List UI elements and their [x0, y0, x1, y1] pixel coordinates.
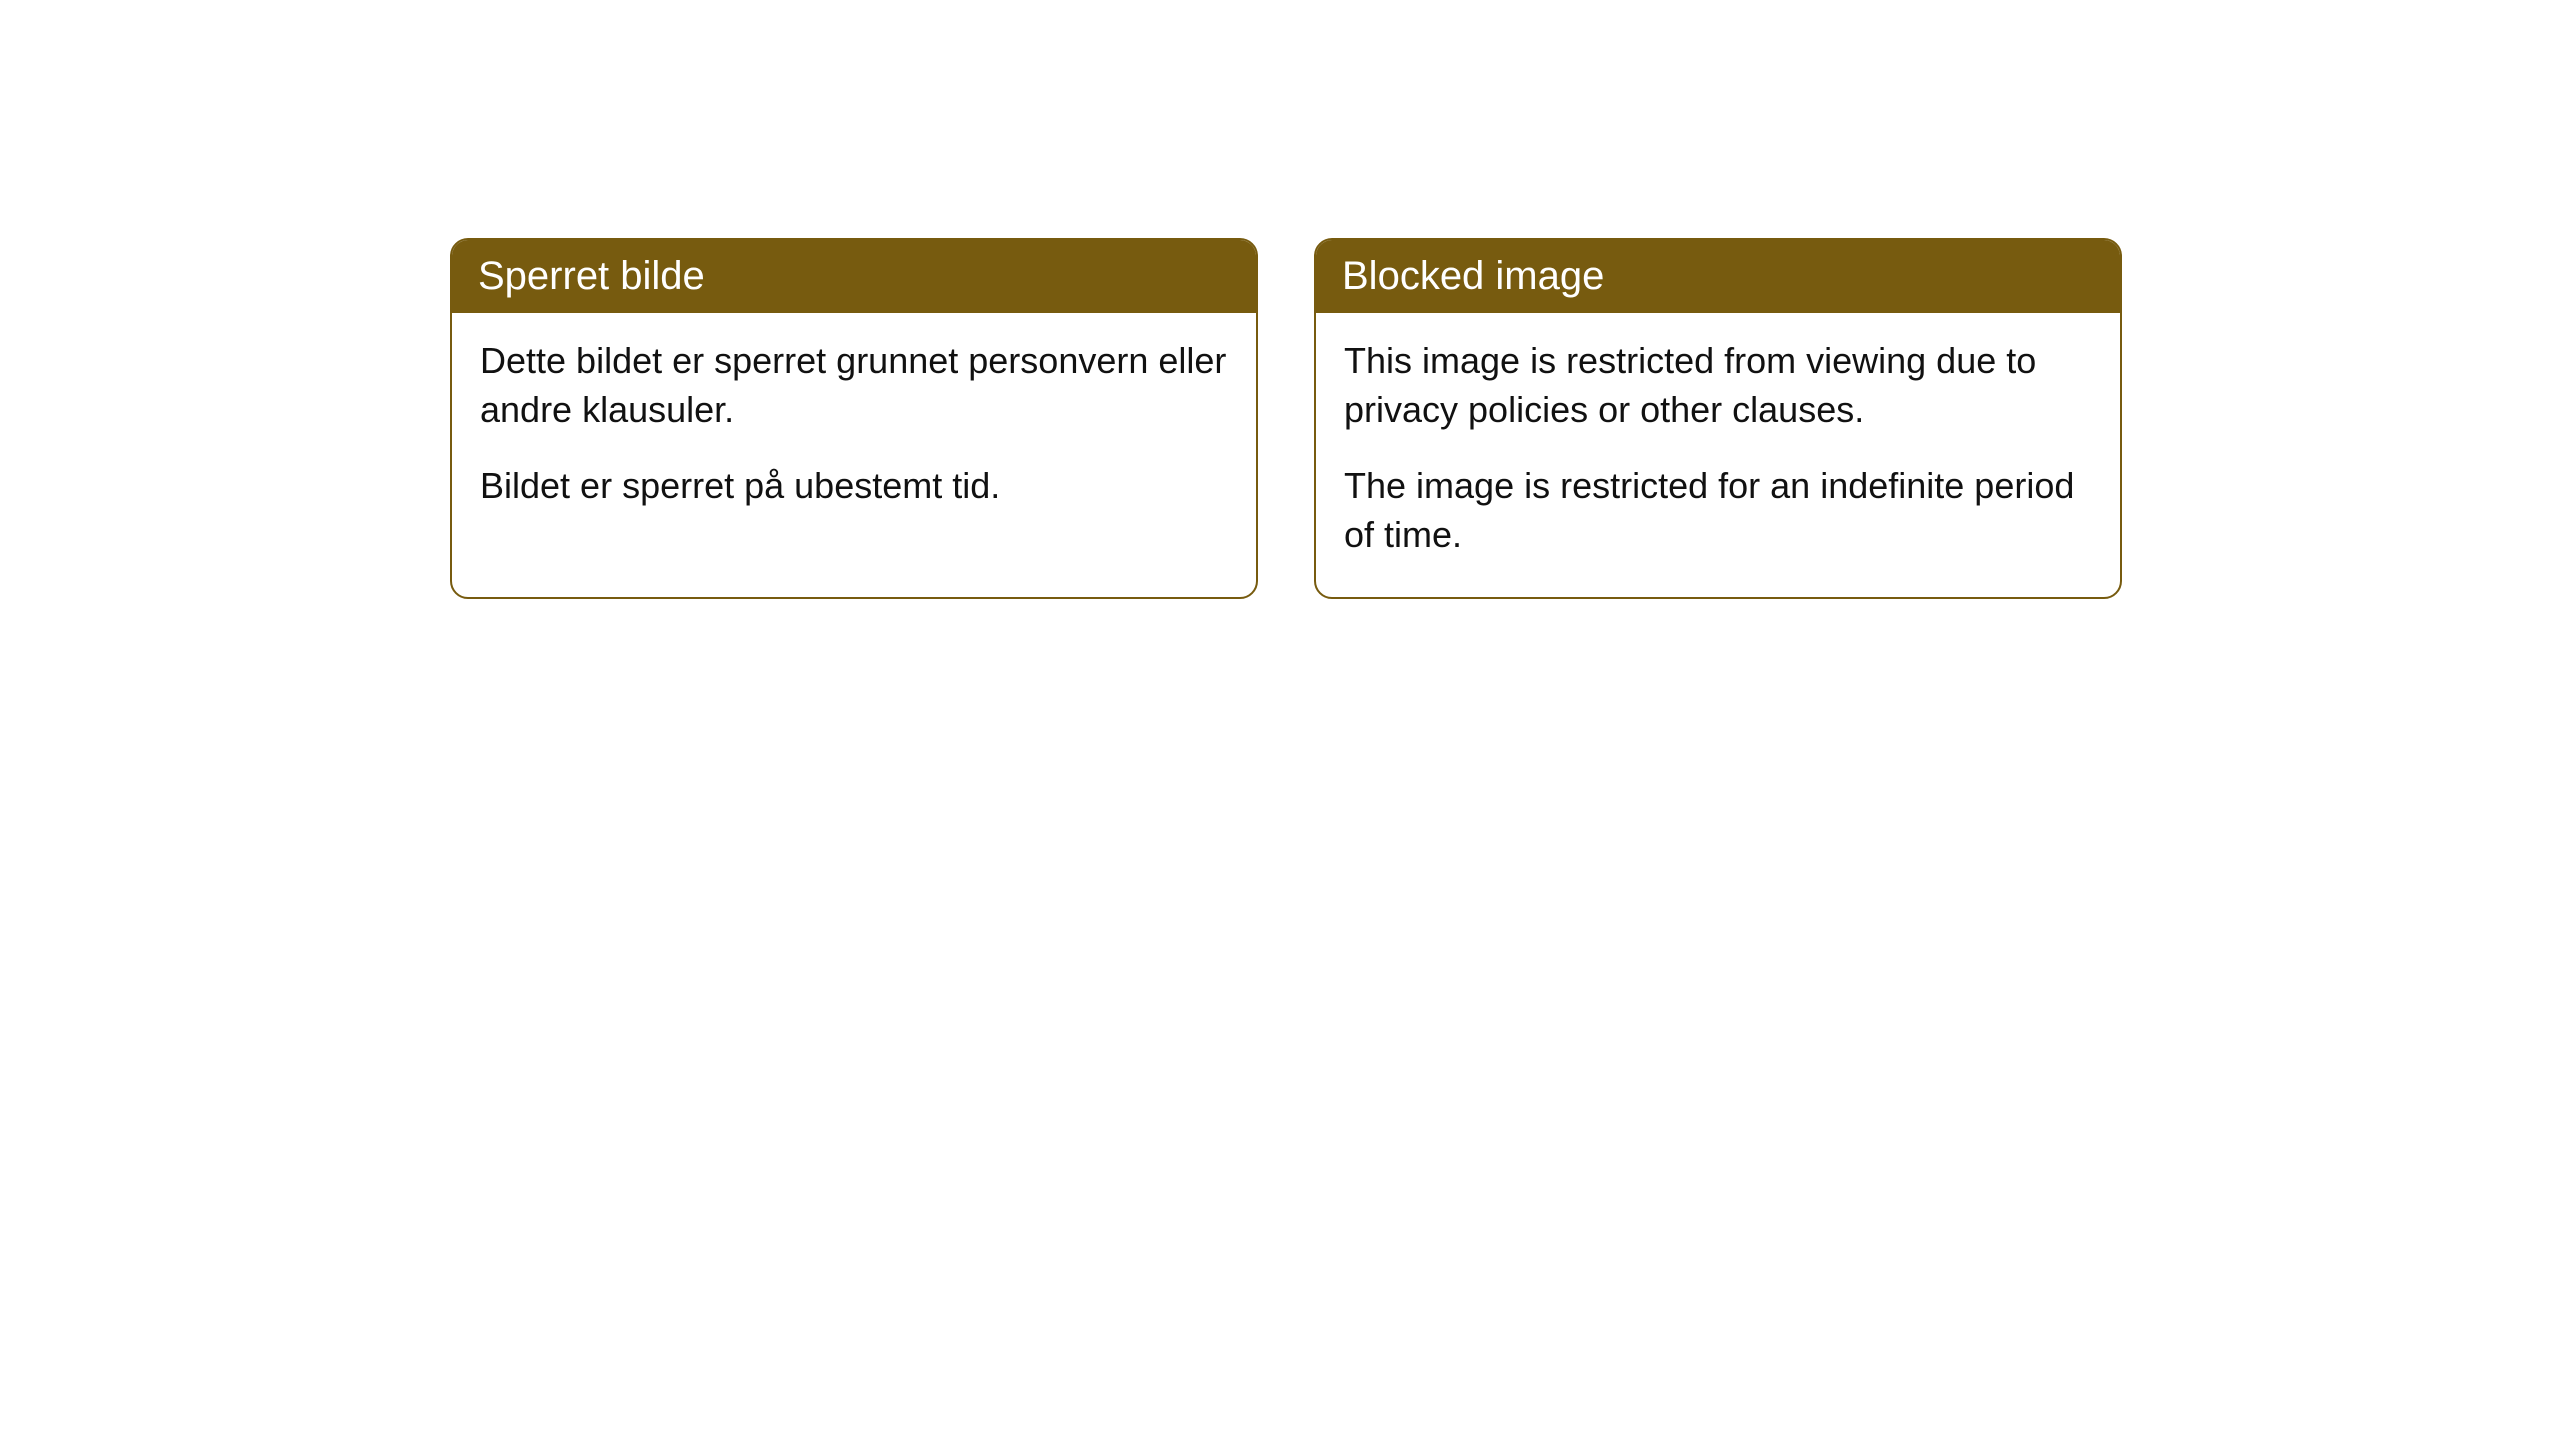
card-paragraph: The image is restricted for an indefinit…	[1344, 462, 2092, 559]
card-title: Sperret bilde	[478, 254, 705, 298]
notice-card-english: Blocked image This image is restricted f…	[1314, 238, 2122, 599]
card-title: Blocked image	[1342, 254, 1604, 298]
card-paragraph: Dette bildet er sperret grunnet personve…	[480, 337, 1228, 434]
notice-card-norwegian: Sperret bilde Dette bildet er sperret gr…	[450, 238, 1258, 599]
card-paragraph: This image is restricted from viewing du…	[1344, 337, 2092, 434]
card-paragraph: Bildet er sperret på ubestemt tid.	[480, 462, 1228, 511]
card-body: Dette bildet er sperret grunnet personve…	[452, 313, 1256, 549]
card-header: Blocked image	[1316, 240, 2120, 313]
card-body: This image is restricted from viewing du…	[1316, 313, 2120, 597]
notice-cards-container: Sperret bilde Dette bildet er sperret gr…	[450, 238, 2122, 599]
card-header: Sperret bilde	[452, 240, 1256, 313]
